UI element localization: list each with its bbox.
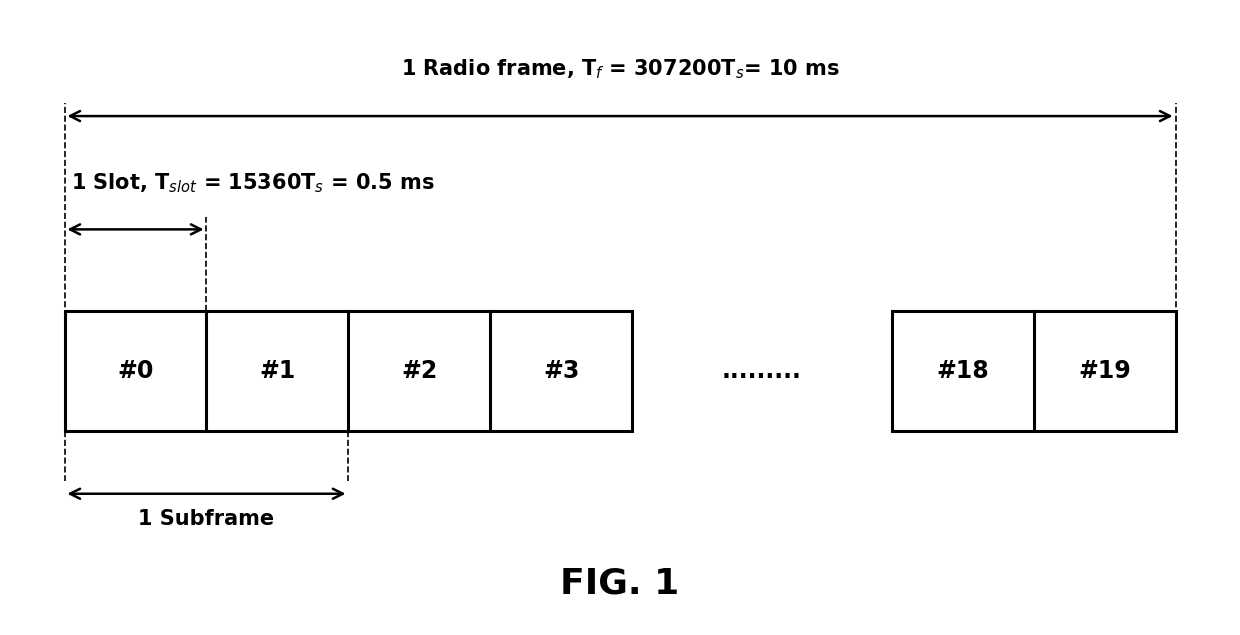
Text: #2: #2 [402, 359, 438, 383]
Text: #18: #18 [936, 359, 990, 383]
FancyBboxPatch shape [892, 311, 1176, 431]
Text: 1 Slot, T$_{slot}$ = 15360T$_s$ = 0.5 ms: 1 Slot, T$_{slot}$ = 15360T$_s$ = 0.5 ms [71, 171, 434, 195]
Text: 1 Subframe: 1 Subframe [139, 509, 274, 530]
Text: .........: ......... [722, 359, 802, 383]
Text: #19: #19 [1078, 359, 1131, 383]
Text: #3: #3 [543, 359, 579, 383]
Text: #1: #1 [259, 359, 295, 383]
Text: FIG. 1: FIG. 1 [560, 567, 680, 601]
Text: 1 Radio frame, T$_f$ = 307200T$_s$= 10 ms: 1 Radio frame, T$_f$ = 307200T$_s$= 10 m… [401, 58, 839, 81]
FancyBboxPatch shape [64, 311, 632, 431]
Text: #0: #0 [118, 359, 154, 383]
